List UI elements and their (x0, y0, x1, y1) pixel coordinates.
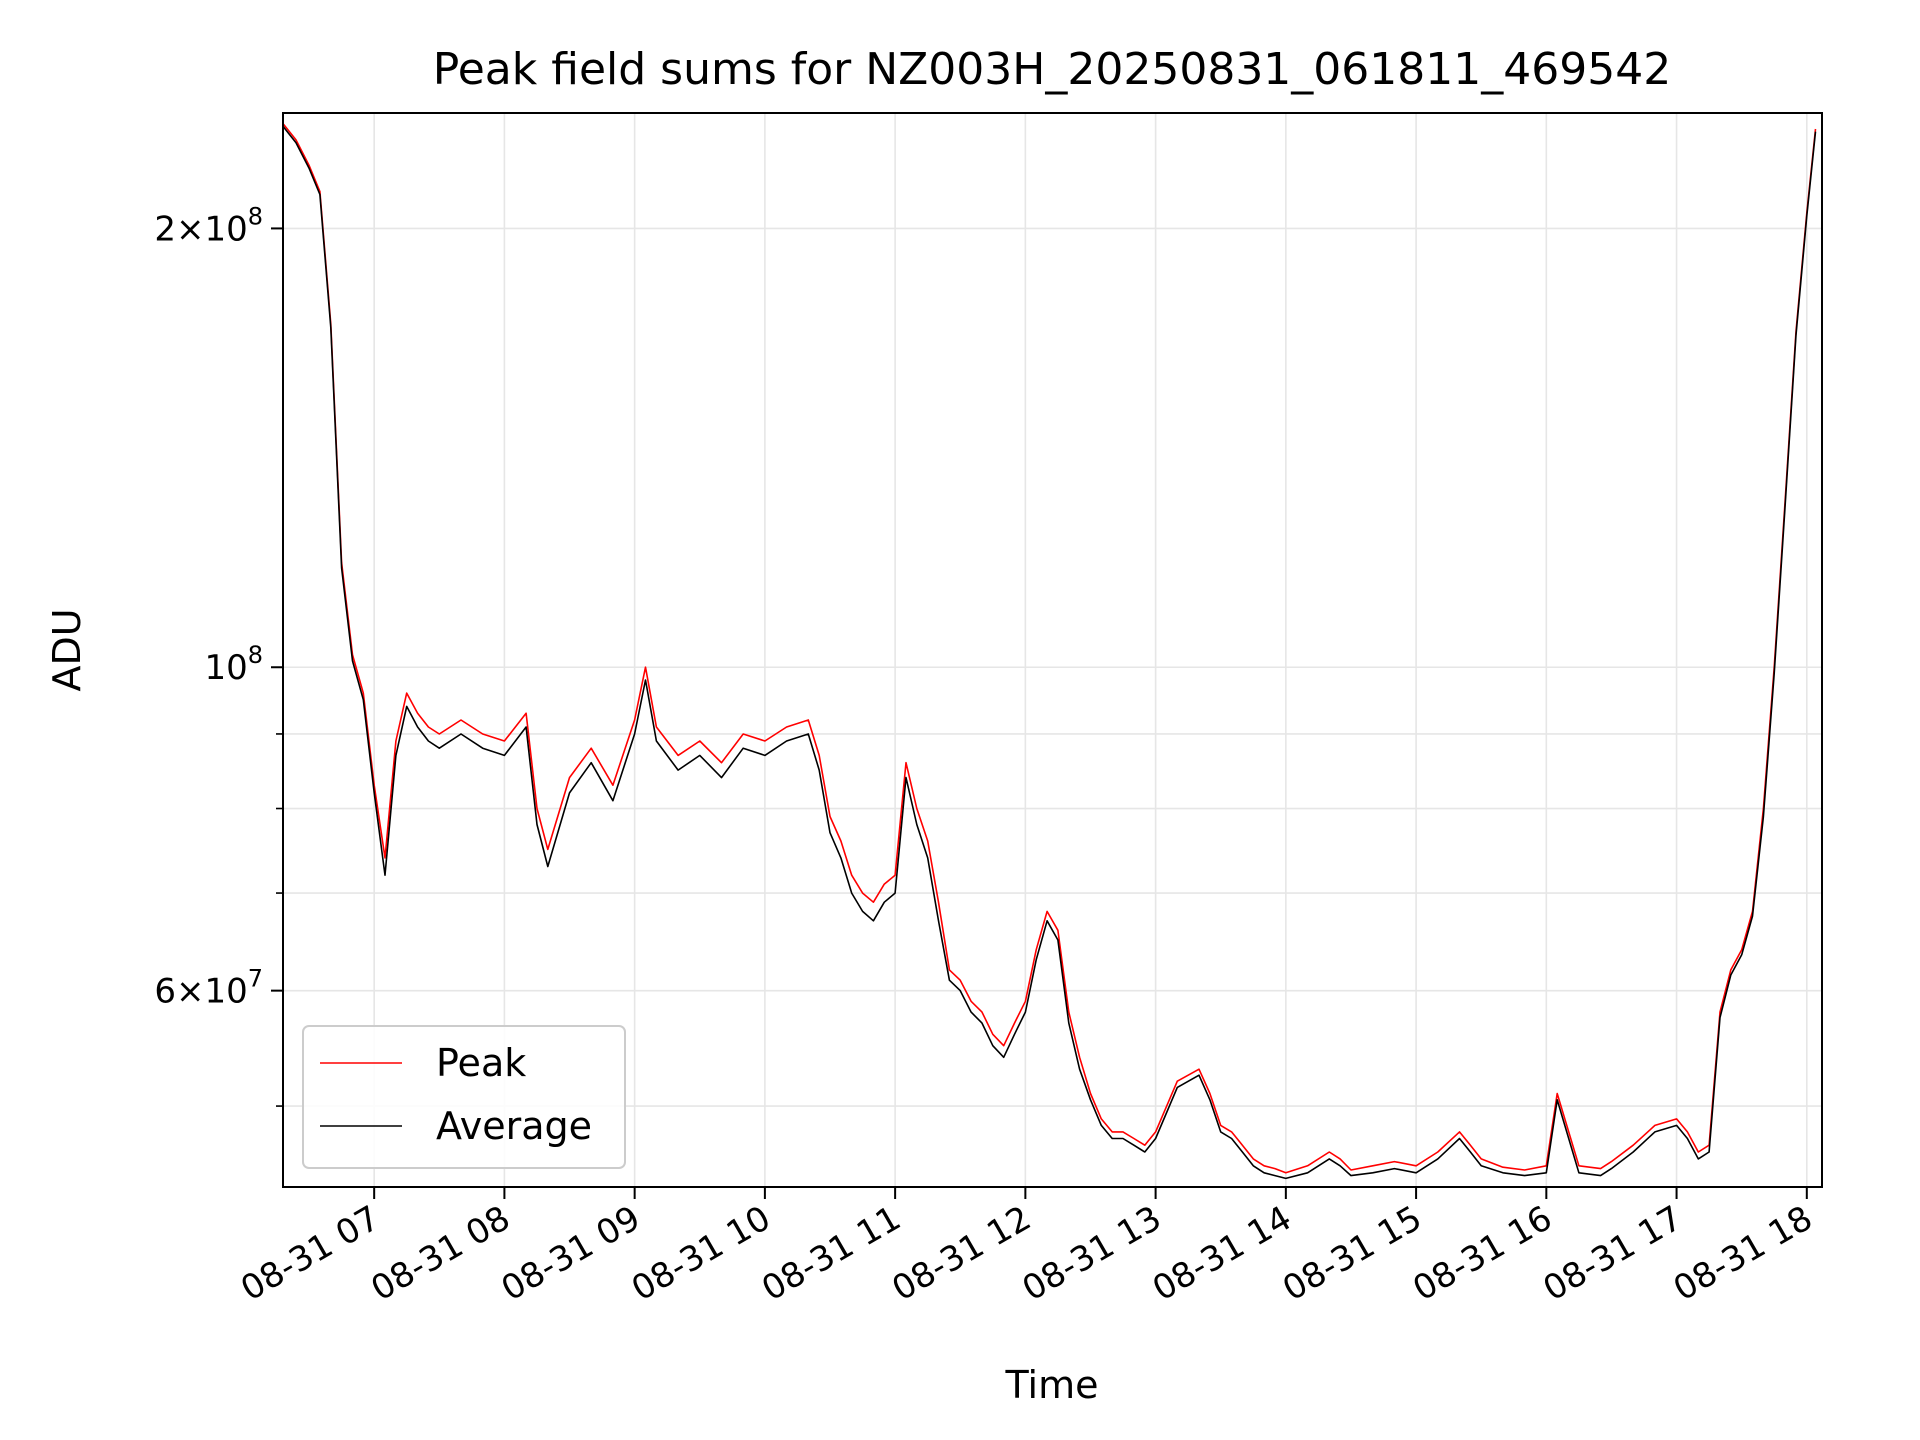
grid (283, 113, 1822, 1187)
legend-box (302, 1025, 626, 1169)
y-tick-label: 2×108 (154, 202, 263, 249)
plot-frame (282, 112, 1823, 1188)
series-line-peak (282, 123, 1817, 1174)
x-axis-label: Time (1005, 1363, 1099, 1407)
legend-label-peak: Peak (436, 1041, 526, 1085)
y-tick-label: 6×107 (154, 965, 263, 1012)
series-line-average (282, 125, 1817, 1180)
y-tick-label: 108 (204, 641, 263, 688)
legend-label-average: Average (436, 1104, 592, 1148)
legend: Peak Average (302, 1025, 626, 1169)
plot-lines (282, 123, 1817, 1180)
chart-title: Peak field sums for NZ003H_20250831_0618… (433, 44, 1671, 95)
y-axis-label: ADU (45, 608, 89, 691)
